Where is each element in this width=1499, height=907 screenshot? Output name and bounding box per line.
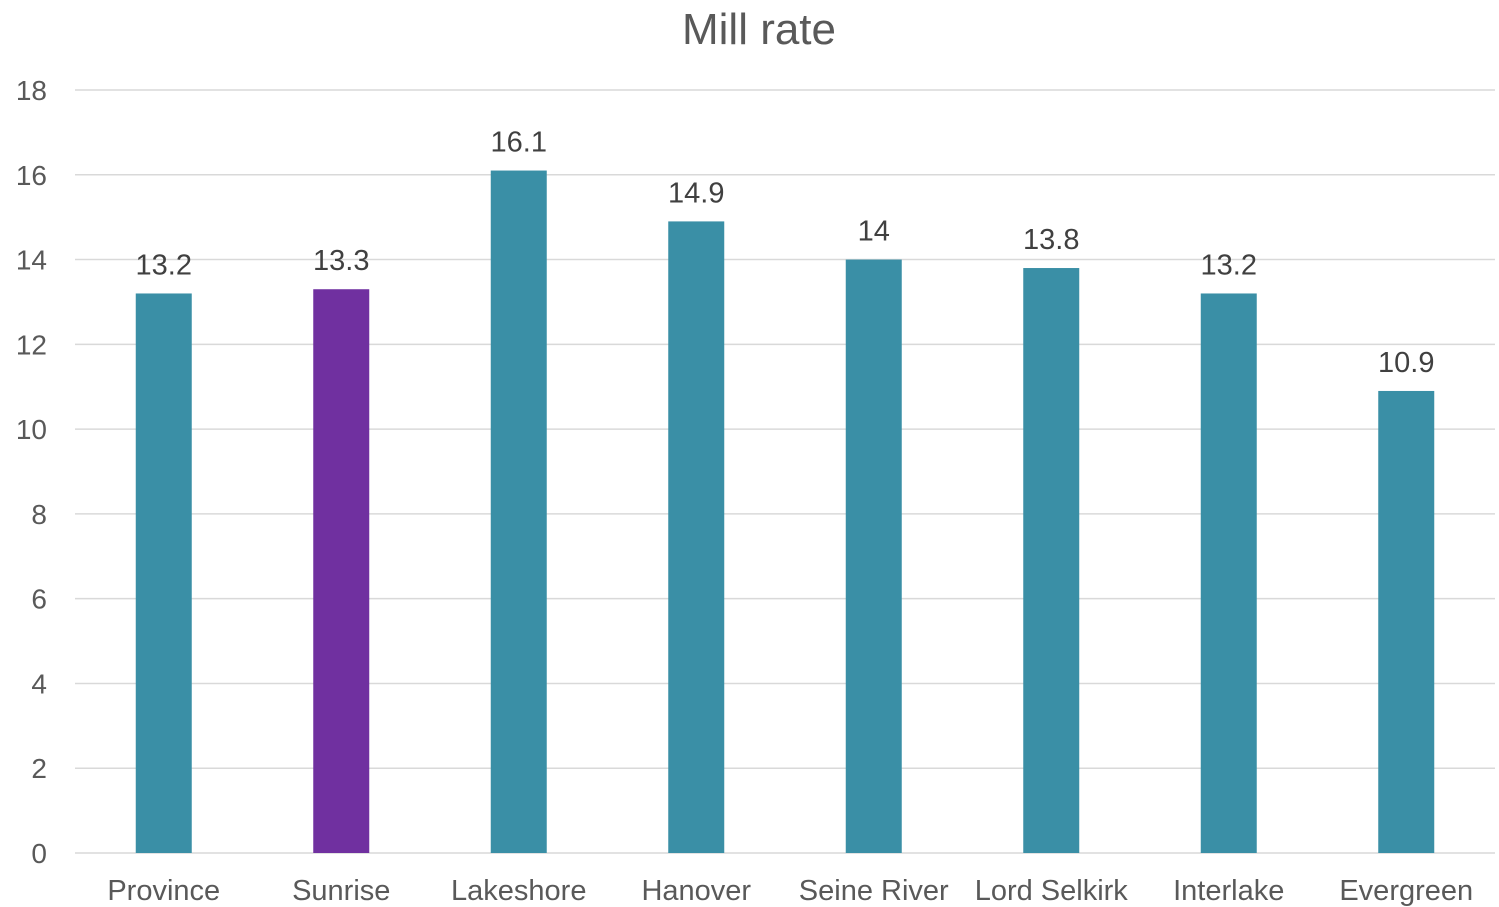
y-tick-label: 4 xyxy=(31,668,47,699)
x-tick-label: Lord Selkirk xyxy=(975,875,1129,907)
y-tick-label: 10 xyxy=(16,414,47,445)
x-tick-label: Sunrise xyxy=(292,875,390,907)
bar-seine-river xyxy=(845,259,902,853)
x-tick-label: Interlake xyxy=(1173,875,1284,907)
y-tick-label: 16 xyxy=(16,160,47,191)
y-tick-label: 8 xyxy=(31,499,47,530)
y-tick-label: 14 xyxy=(16,245,47,276)
data-label: 13.2 xyxy=(1201,249,1257,281)
data-label: 13.3 xyxy=(313,245,369,277)
x-tick-label: Lakeshore xyxy=(451,875,586,907)
x-tick-label: Evergreen xyxy=(1339,875,1473,907)
bar-province xyxy=(135,293,192,853)
chart-title: Mill rate xyxy=(682,5,836,54)
bar-evergreen xyxy=(1378,390,1435,853)
x-tick-label: Hanover xyxy=(641,875,751,907)
data-label: 14 xyxy=(858,216,890,248)
data-label: 13.2 xyxy=(136,249,192,281)
bars xyxy=(135,170,1435,854)
x-tick-label: Province xyxy=(107,875,220,907)
data-label: 14.9 xyxy=(668,177,724,209)
y-tick-label: 12 xyxy=(16,329,47,360)
y-tick-label: 2 xyxy=(31,753,47,784)
data-label: 10.9 xyxy=(1378,347,1434,379)
y-axis-ticks: 0 2 4 6 8 10 12 14 16 18 xyxy=(16,75,47,869)
bar-lakeshore xyxy=(490,170,547,854)
gridlines xyxy=(75,89,1495,854)
x-axis-categories: Province Sunrise Lakeshore Hanover Seine Riv… xyxy=(107,875,1473,907)
data-label: 13.8 xyxy=(1023,224,1079,256)
x-tick-label: Seine River xyxy=(799,875,949,907)
y-tick-label: 18 xyxy=(16,75,47,106)
value-labels: 13.2 13.3 16.1 14.9 14 13.8 13.2 10.9 xyxy=(136,127,1435,379)
bar-sunrise xyxy=(313,289,370,853)
bar-interlake xyxy=(1200,293,1257,853)
bar-lord-selkirk xyxy=(1023,268,1080,853)
data-label: 16.1 xyxy=(491,127,547,159)
y-tick-label: 0 xyxy=(31,838,47,869)
y-tick-label: 6 xyxy=(31,584,47,615)
bar-hanover xyxy=(668,221,725,854)
